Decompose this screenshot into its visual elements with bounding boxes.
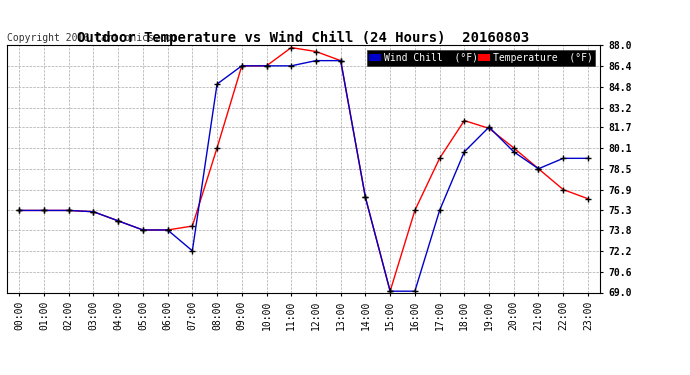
- Text: Copyright 2016 Cartronics.com: Copyright 2016 Cartronics.com: [7, 33, 177, 42]
- Title: Outdoor Temperature vs Wind Chill (24 Hours)  20160803: Outdoor Temperature vs Wind Chill (24 Ho…: [77, 31, 530, 45]
- Legend: Wind Chill  (°F), Temperature  (°F): Wind Chill (°F), Temperature (°F): [366, 50, 595, 66]
